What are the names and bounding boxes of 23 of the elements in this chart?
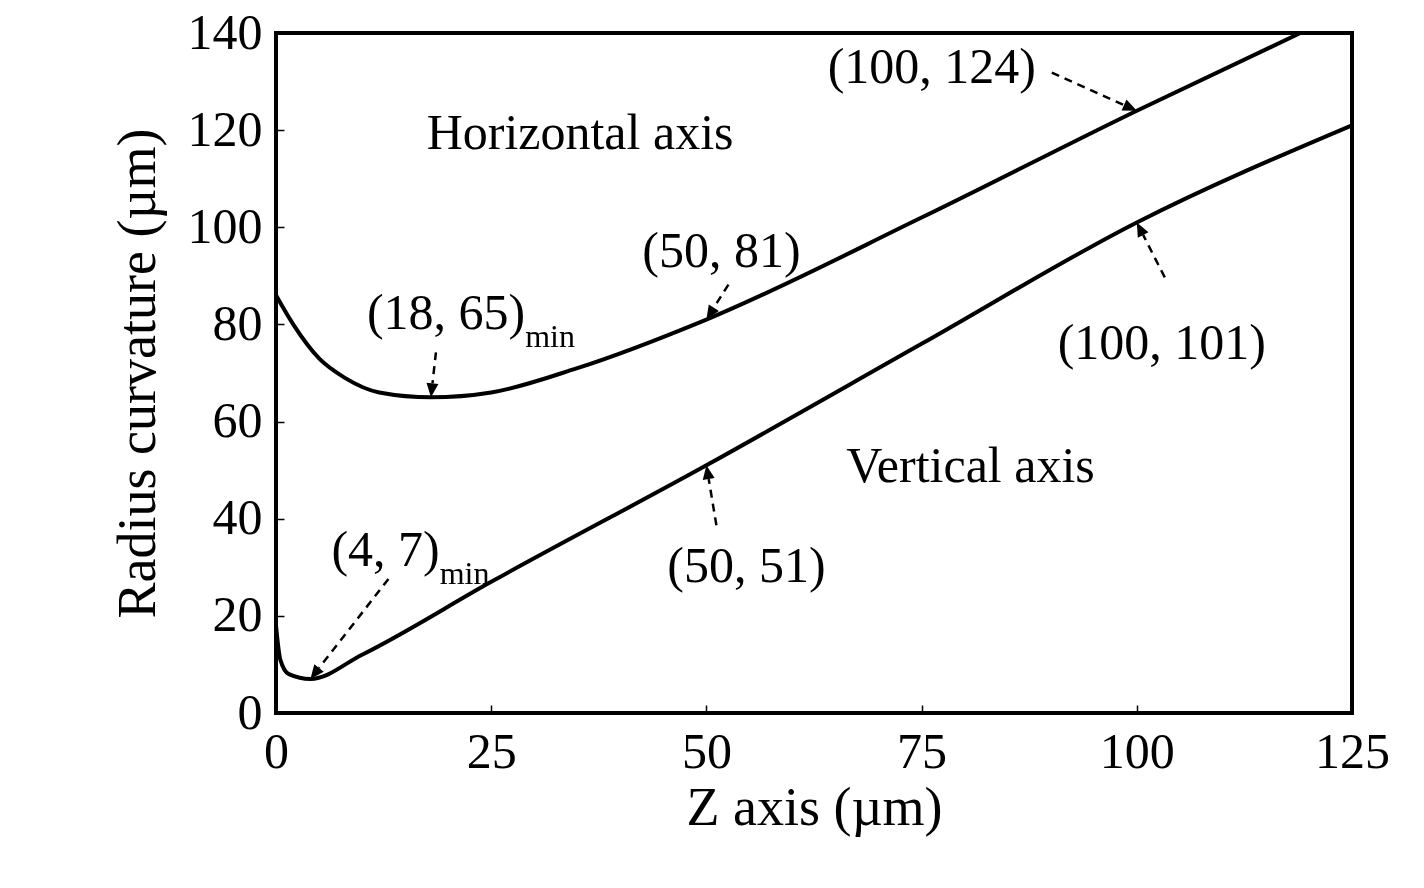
annotation: (50, 81) bbox=[642, 221, 801, 278]
y-tick-label: 60 bbox=[212, 392, 263, 449]
text: Horizontal axis bbox=[426, 103, 734, 160]
annotation: (4, 7)$_{min}$ bbox=[331, 521, 490, 591]
annotation: (18, 65)$_{min}$ bbox=[366, 284, 575, 355]
y-tick-label: 80 bbox=[212, 294, 263, 351]
annotation: (50, 51) bbox=[667, 537, 826, 594]
x-tick-label: 100 bbox=[1099, 722, 1175, 779]
y-axis-title: Radius curvature (µm) bbox=[106, 128, 167, 619]
x-axis-title: Z axis (µm) bbox=[686, 776, 943, 837]
x-tick-label: 125 bbox=[1315, 722, 1390, 779]
y-tick-label: 100 bbox=[187, 197, 263, 254]
x-tick-label: 25 bbox=[466, 722, 517, 779]
annotation: (100, 101) bbox=[1057, 314, 1266, 371]
series-label: Vertical axis bbox=[846, 436, 1095, 493]
x-tick-label: 75 bbox=[897, 722, 948, 779]
y-tick-label: 120 bbox=[187, 100, 263, 157]
y-tick-label: 140 bbox=[187, 3, 263, 60]
x-tick-label: 50 bbox=[681, 722, 732, 779]
y-tick-label: 40 bbox=[212, 489, 263, 546]
y-tick-label: 20 bbox=[212, 586, 263, 643]
y-tick-label: 0 bbox=[237, 683, 263, 740]
annotation: (100, 124) bbox=[827, 37, 1036, 94]
